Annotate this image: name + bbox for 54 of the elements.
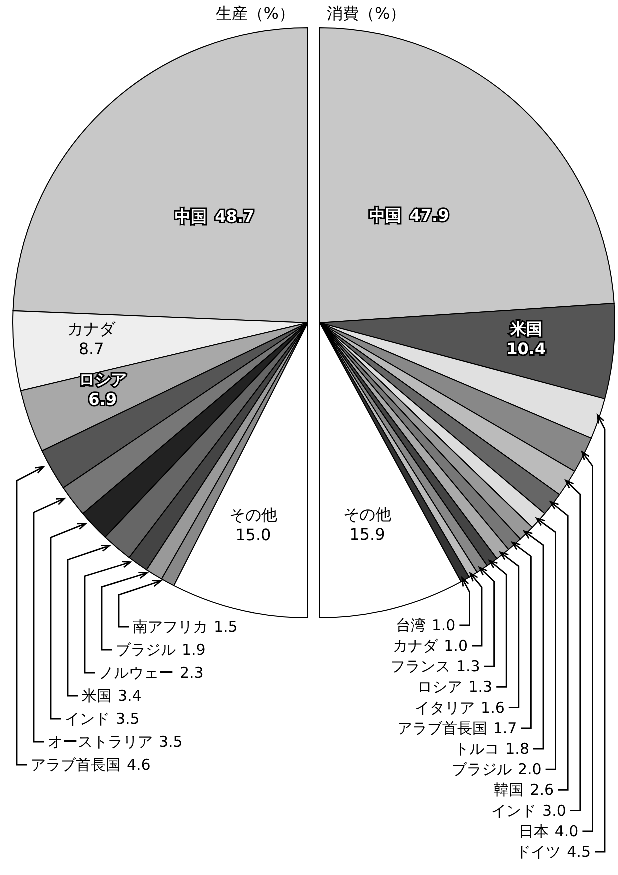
data-label: 48.7 bbox=[215, 207, 255, 226]
data-label: 3.5 bbox=[159, 733, 183, 751]
data-label: 8.7 bbox=[78, 339, 104, 358]
slice-label: 米国 bbox=[82, 687, 112, 705]
slice-label: イタリア bbox=[415, 698, 476, 717]
slice-label: ロシア bbox=[418, 678, 463, 696]
data-label: 4.0 bbox=[554, 822, 579, 840]
data-label: 1.9 bbox=[182, 641, 206, 659]
slice-label: カナダ bbox=[68, 319, 117, 338]
data-label: 1.7 bbox=[493, 719, 518, 738]
data-label: 4.5 bbox=[567, 843, 591, 861]
data-label: 4.6 bbox=[127, 756, 151, 774]
slice-label: カナダ bbox=[393, 637, 440, 655]
slice-label: 中国 bbox=[175, 207, 208, 226]
chart-title: 消費（%） bbox=[327, 4, 406, 25]
data-label: 10.4 bbox=[506, 340, 546, 359]
slice-label: アラブ首長国 bbox=[31, 756, 121, 774]
slice-label: 韓国 bbox=[494, 781, 524, 800]
chart-title: 生産（%） bbox=[216, 4, 295, 25]
data-label: 1.0 bbox=[432, 616, 456, 634]
slice-label: ブラジル bbox=[116, 641, 176, 659]
data-label: 1.3 bbox=[468, 678, 493, 696]
data-label: 1.8 bbox=[506, 740, 530, 758]
data-label: 2.0 bbox=[518, 760, 542, 779]
slice-label: その他 bbox=[229, 506, 278, 525]
slice-label: フランス bbox=[390, 658, 450, 676]
slice-label: ロシア bbox=[78, 370, 127, 390]
data-label: 1.3 bbox=[456, 658, 480, 676]
slice-label: その他 bbox=[344, 504, 392, 524]
data-label: 15.0 bbox=[236, 526, 272, 545]
data-label: 1.0 bbox=[444, 637, 468, 655]
data-label: 3.5 bbox=[116, 710, 140, 728]
data-label: 15.9 bbox=[350, 524, 386, 544]
slice-label: ノルウェー bbox=[99, 664, 174, 682]
slice-label: オーストラリア bbox=[48, 733, 153, 751]
slice-label: 台湾 bbox=[396, 616, 426, 634]
data-label: 2.6 bbox=[530, 781, 554, 800]
slice-label: アラブ首長国 bbox=[397, 719, 488, 738]
slice-label: 米国 bbox=[509, 320, 542, 339]
slice-label: 南アフリカ bbox=[133, 618, 208, 636]
data-label: 1.6 bbox=[481, 698, 505, 717]
data-label: 3.0 bbox=[542, 802, 566, 820]
data-label: 6.9 bbox=[88, 390, 117, 410]
slice-label: インド bbox=[65, 710, 110, 728]
data-label: 47.9 bbox=[410, 206, 450, 226]
data-label: 3.4 bbox=[118, 687, 142, 705]
slice-label: インド bbox=[492, 802, 537, 820]
slice-label: ドイツ bbox=[516, 843, 562, 861]
slice-label: 日本 bbox=[518, 822, 549, 840]
slice-label: 中国 bbox=[370, 206, 402, 226]
slice-label: ブラジル bbox=[452, 760, 512, 779]
data-label: 1.5 bbox=[214, 618, 238, 636]
data-label: 2.3 bbox=[180, 664, 204, 682]
slice-label: トルコ bbox=[454, 740, 500, 758]
